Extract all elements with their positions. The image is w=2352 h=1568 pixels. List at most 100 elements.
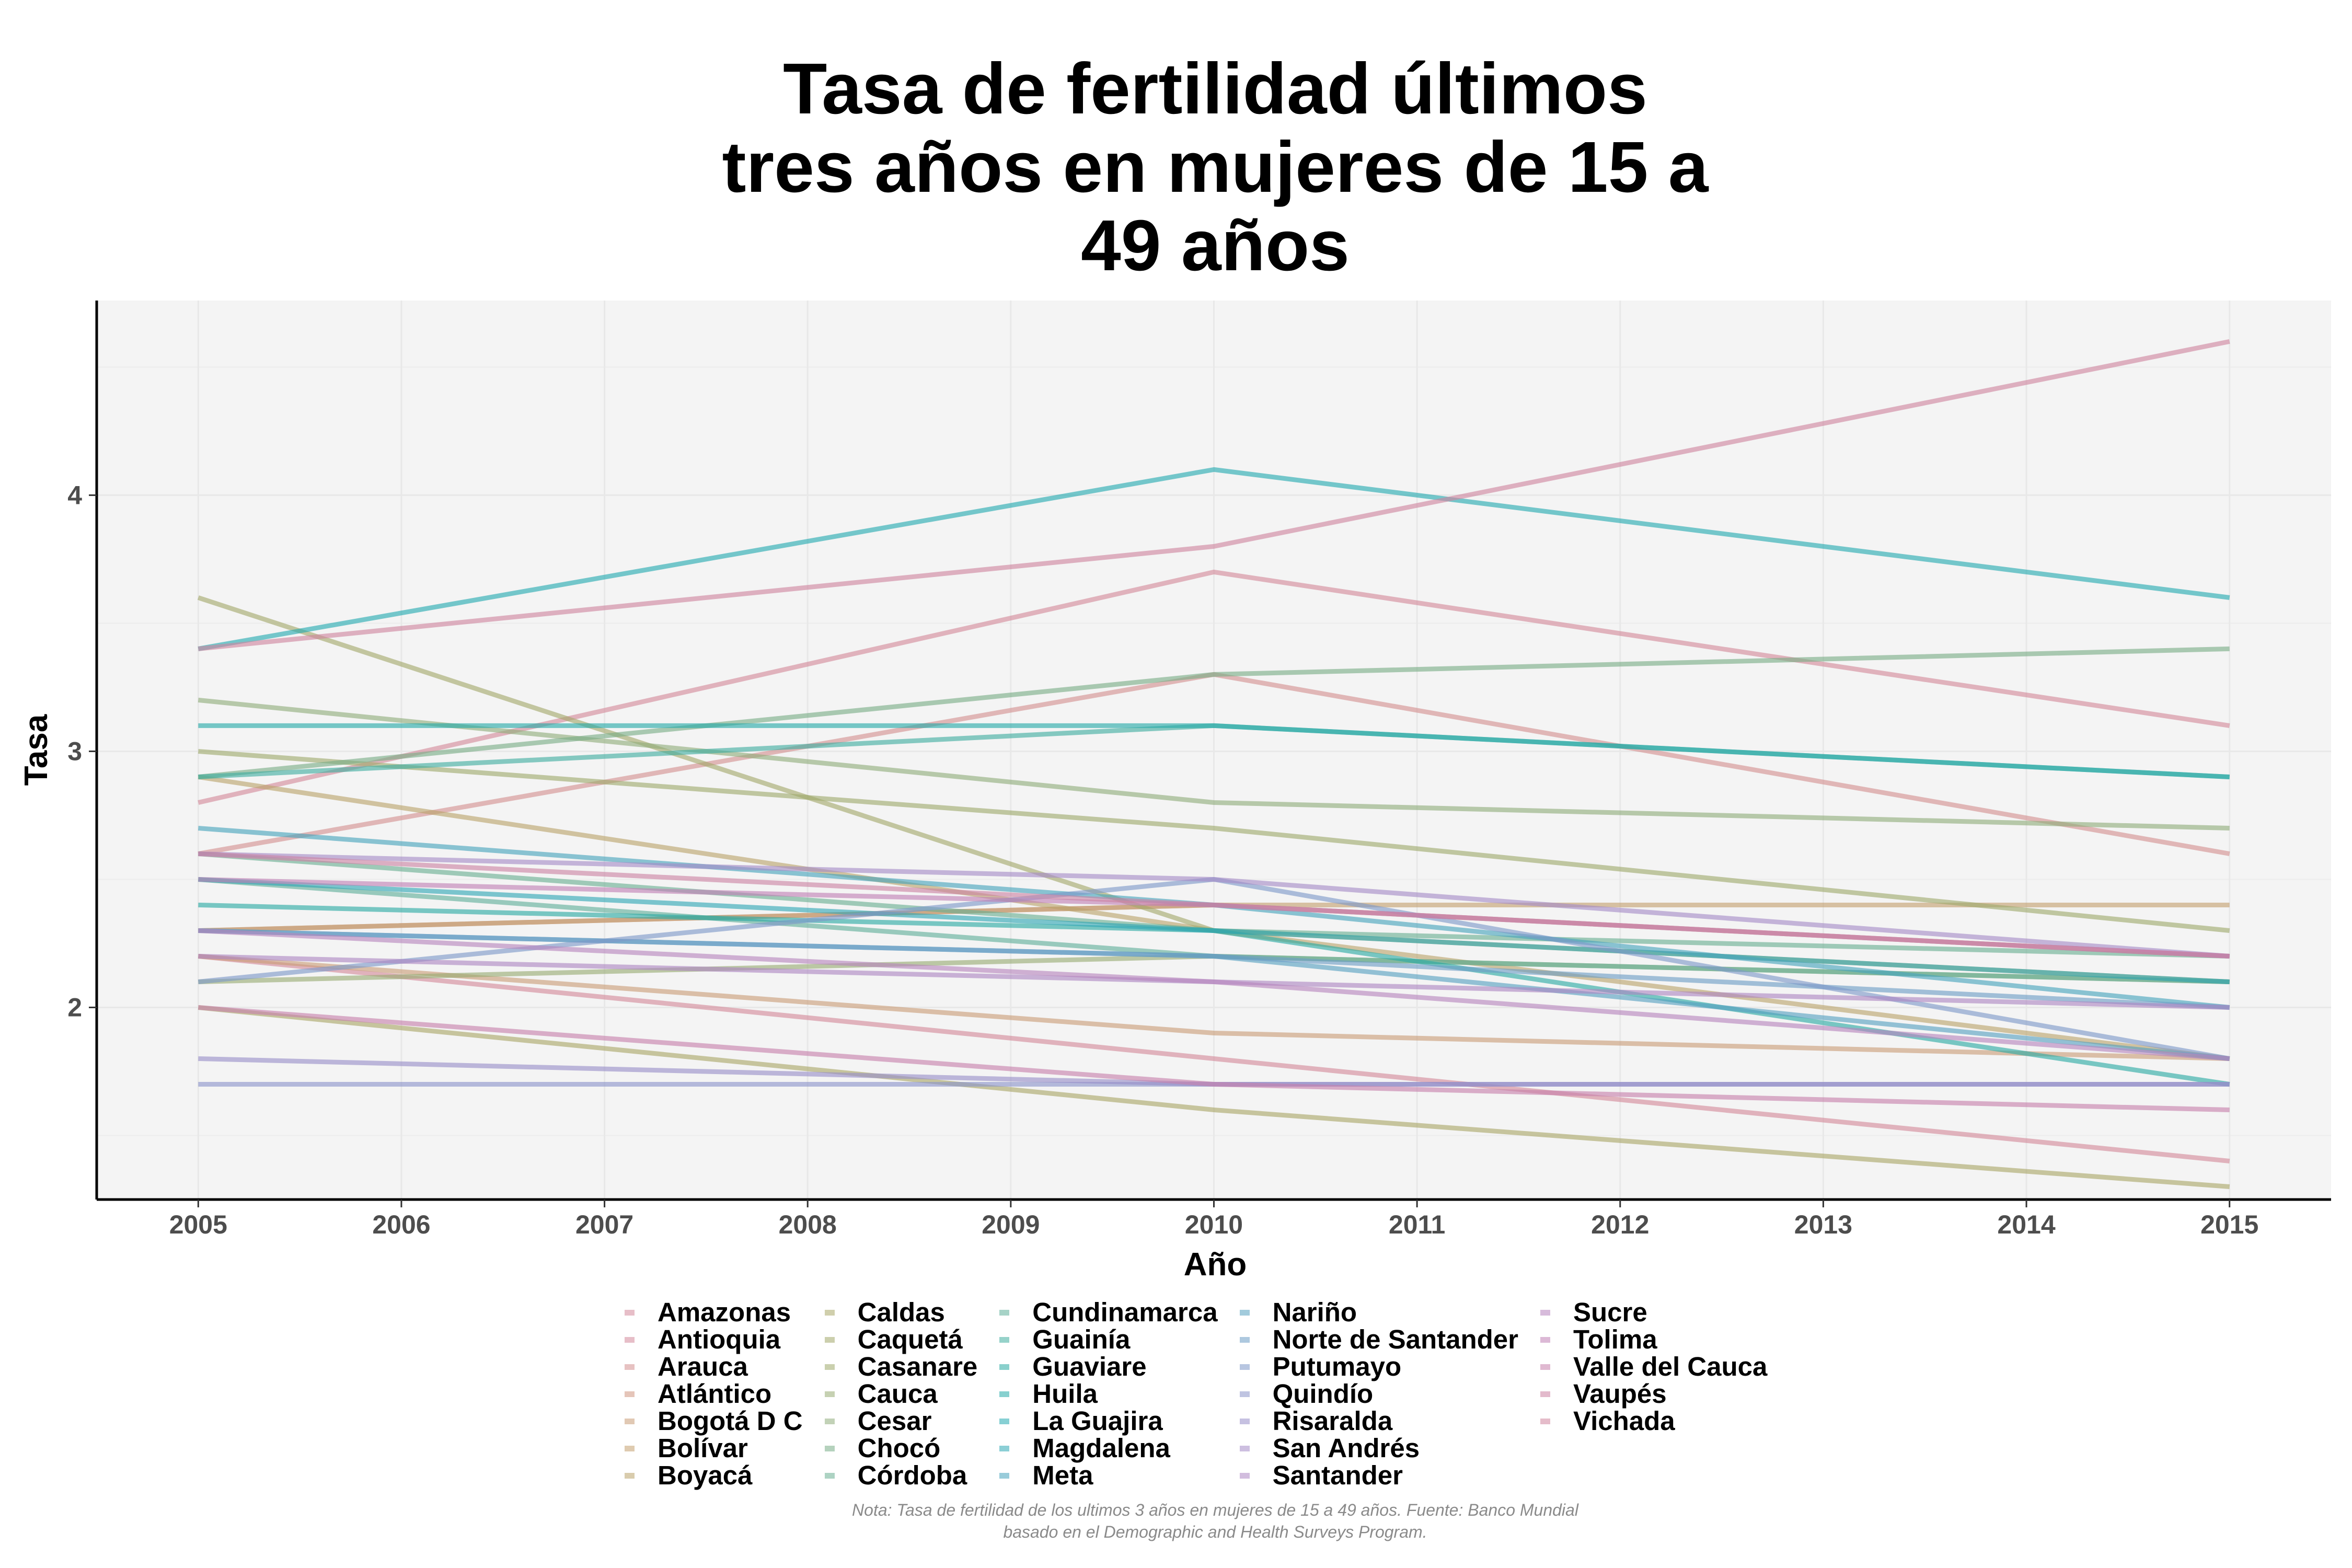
legend-item: Valle del Cauca xyxy=(1540,1353,1767,1380)
legend-label: Casanare xyxy=(857,1352,978,1381)
legend-key-swatch xyxy=(999,1309,1010,1316)
legend-label: Putumayo xyxy=(1272,1352,1402,1381)
legend-key-swatch xyxy=(1239,1445,1250,1451)
legend-label: Huila xyxy=(1032,1379,1098,1409)
legend-item: Caquetá xyxy=(824,1324,978,1354)
chart-title: Tasa de fertilidad últimos tres años en … xyxy=(0,50,2352,285)
caption-line-1: Nota: Tasa de fertilidad de los ultimos … xyxy=(852,1501,1578,1519)
x-tick-label: 2009 xyxy=(982,1210,1040,1239)
series-line-san-andrés xyxy=(198,851,2230,959)
legend-key-swatch xyxy=(625,1391,635,1397)
legend-label: Guaviare xyxy=(1032,1352,1147,1381)
legend-item: Quindío xyxy=(1239,1379,1518,1409)
legend-item: Norte de Santander xyxy=(1239,1326,1518,1353)
legend-label: Chocó xyxy=(857,1433,941,1463)
legend-key-swatch xyxy=(999,1364,1010,1370)
legend-key-swatch xyxy=(999,1336,1010,1343)
legend-key-swatch xyxy=(999,1391,1010,1397)
legend-item: Cesar xyxy=(824,1408,978,1435)
series-line-huila xyxy=(198,723,2230,779)
legend-item: Vichada xyxy=(1540,1408,1767,1435)
legend-key-swatch xyxy=(625,1336,635,1343)
x-tick-label: 2015 xyxy=(2200,1210,2258,1239)
legend-item: Boyacá xyxy=(625,1462,803,1489)
series-line-caldas xyxy=(198,1005,2230,1189)
legend-key-swatch xyxy=(824,1418,835,1424)
legend-label: Meta xyxy=(1032,1460,1093,1490)
x-tick-label: 2008 xyxy=(779,1210,837,1239)
legend-item: Arauca xyxy=(625,1353,803,1380)
legend-key-swatch xyxy=(824,1336,835,1343)
legend-item: Putumayo xyxy=(1239,1352,1518,1381)
series-lines xyxy=(197,339,2230,1189)
legend-label: Magdalena xyxy=(1032,1433,1170,1463)
legend-item: Tolima xyxy=(1540,1326,1767,1353)
legend-item: Cauca xyxy=(824,1380,978,1408)
y-axis-ticks: 2 3 4 xyxy=(67,480,97,1022)
series-line-vaupés xyxy=(198,851,2230,959)
legend-label: Nariño xyxy=(1272,1297,1357,1327)
legend-item: Huila xyxy=(999,1380,1217,1408)
legend-item: San Andrés xyxy=(1239,1433,1518,1463)
chart-title-line-3: 49 años xyxy=(1081,205,1350,286)
legend-item: Bogotá D C xyxy=(625,1408,803,1435)
legend-key-swatch xyxy=(1540,1309,1550,1316)
legend-key-swatch xyxy=(824,1364,835,1370)
legend-item: Antioquia xyxy=(625,1326,803,1353)
series-line-valle-del-cauca xyxy=(198,1005,2230,1112)
y-tick-label: 3 xyxy=(67,736,82,766)
legend-item: Amazonas xyxy=(625,1299,803,1326)
series-line-vichada xyxy=(198,339,2230,651)
legend-label: Guainía xyxy=(1032,1324,1131,1354)
legend-column: Nariño Norte de Santander Putumayo Quindío R… xyxy=(1239,1297,1518,1490)
x-tick-label: 2005 xyxy=(169,1210,227,1239)
x-tick-label: 2013 xyxy=(1794,1210,1852,1239)
legend-label: Córdoba xyxy=(857,1460,967,1490)
legend-key-swatch xyxy=(824,1445,835,1451)
legend-key-swatch xyxy=(1239,1336,1250,1343)
legend-item: Sucre xyxy=(1540,1299,1767,1326)
legend-item: Chocó xyxy=(824,1433,978,1463)
legend-key-swatch xyxy=(625,1309,635,1316)
legend-column: Sucre Tolima Valle del Cauca Vaupés Vichada xyxy=(1540,1299,1767,1489)
legend-label: Caquetá xyxy=(857,1324,963,1354)
legend-label: Santander xyxy=(1272,1460,1403,1490)
legend-item: Cundinamarca xyxy=(999,1299,1218,1326)
x-tick-label: 2006 xyxy=(372,1210,430,1239)
legend-key-swatch xyxy=(625,1364,635,1370)
legend-item: Vaupés xyxy=(1540,1380,1767,1408)
legend-item: Nariño xyxy=(1239,1297,1518,1327)
legend-label: San Andrés xyxy=(1272,1433,1420,1463)
legend-column: Caldas Caquetá Casanare Cauca Cesar Chocó Córd… xyxy=(824,1297,978,1490)
x-tick-label: 2010 xyxy=(1185,1210,1243,1239)
legend-label: Sucre xyxy=(1573,1297,1647,1327)
legend-key-swatch xyxy=(1540,1364,1550,1370)
legend-label: Amazonas xyxy=(658,1297,791,1327)
legend-key-swatch xyxy=(824,1472,835,1479)
legend-key-swatch xyxy=(1239,1472,1250,1479)
x-tick-label: 2014 xyxy=(1997,1210,2055,1239)
legend-key-swatch xyxy=(625,1472,635,1479)
legend-key-swatch xyxy=(1239,1418,1250,1424)
legend-item: Córdoba xyxy=(824,1460,978,1490)
legend-key-swatch xyxy=(1239,1364,1250,1370)
legend-key-swatch xyxy=(999,1472,1010,1479)
legend-item: Magdalena xyxy=(999,1435,1217,1462)
x-axis-title: Año xyxy=(1184,1247,1247,1283)
x-axis-ticks: 2005 2006 2007 2008 2009 2010 2011 2012 2013 2014… xyxy=(169,1200,2258,1239)
legend-label: Antioquia xyxy=(658,1324,781,1354)
legend-key-swatch xyxy=(824,1309,835,1316)
series-line-bogotá-d-c xyxy=(198,954,2230,1061)
legend-column: Cundinamarca Guainía Guaviare Huila La Guaji… xyxy=(999,1299,1218,1489)
caption-line-2: basado en el Demographic and Health Surv… xyxy=(1003,1523,1427,1541)
legend-label: Caldas xyxy=(857,1297,945,1327)
legend-label: Quindío xyxy=(1272,1379,1374,1409)
legend-label: La Guajira xyxy=(1032,1406,1163,1436)
series-line-la-guajira xyxy=(198,467,2230,651)
legend: Amazonas Antioquia Arauca Atlántico Bogotá D… xyxy=(625,1299,1789,1489)
legend-key-swatch xyxy=(999,1445,1010,1451)
legend-item: Meta xyxy=(999,1462,1217,1489)
legend-item: Caldas xyxy=(824,1297,978,1327)
x-tick-label: 2012 xyxy=(1591,1210,1649,1239)
legend-label: Bolívar xyxy=(658,1433,748,1463)
